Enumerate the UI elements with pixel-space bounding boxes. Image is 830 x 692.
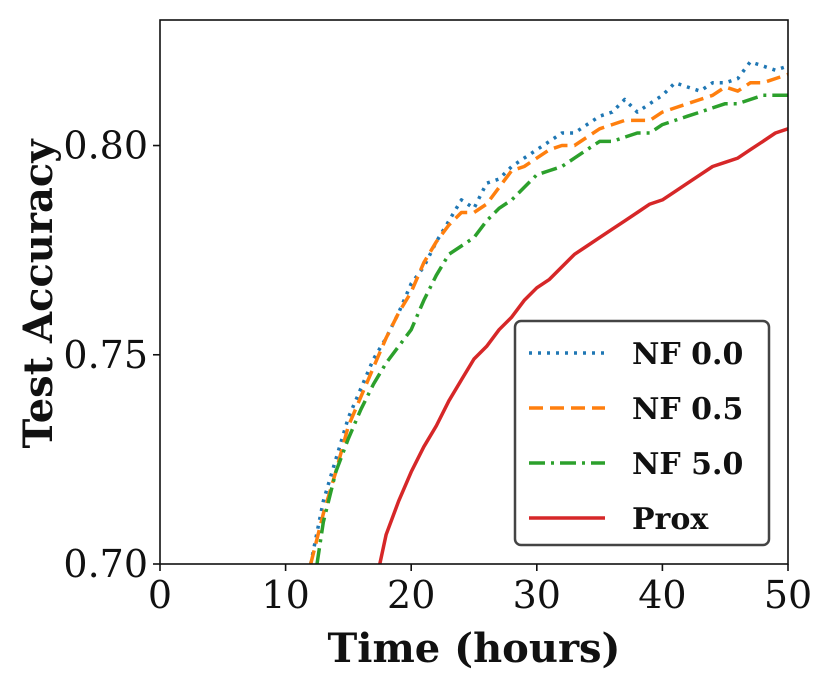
legend: NF 0.0 NF 0.5 NF 5.0 Prox bbox=[513, 319, 771, 547]
legend-box bbox=[513, 319, 771, 547]
plot-area bbox=[308, 60, 788, 564]
x-tick-label: 40 bbox=[638, 573, 686, 617]
x-tick-label: 30 bbox=[513, 573, 561, 617]
legend-label-4: Prox bbox=[632, 502, 709, 537]
x-tick-label: 20 bbox=[387, 573, 435, 617]
y-tick-label: 0.80 bbox=[63, 124, 148, 168]
series-line-3 bbox=[315, 93, 788, 564]
x-tick-label: 0 bbox=[148, 573, 172, 617]
legend-label-1: NF 0.0 bbox=[632, 337, 743, 372]
x-tick-label: 10 bbox=[261, 573, 309, 617]
x-tick-label: 50 bbox=[764, 573, 812, 617]
y-axis: 0.70 0.75 0.80 bbox=[63, 124, 160, 586]
y-axis-label: Test Accuracy bbox=[15, 138, 62, 449]
y-tick-label: 0.70 bbox=[63, 542, 148, 586]
x-axis: 0 10 20 30 40 50 bbox=[148, 564, 812, 617]
legend-label-2: NF 0.5 bbox=[632, 392, 743, 427]
legend-label-3: NF 5.0 bbox=[632, 447, 743, 482]
axes-frame bbox=[159, 19, 789, 565]
y-tick-label: 0.75 bbox=[63, 333, 148, 377]
series-line-4 bbox=[378, 127, 788, 564]
x-axis-label: Time (hours) bbox=[328, 625, 621, 672]
